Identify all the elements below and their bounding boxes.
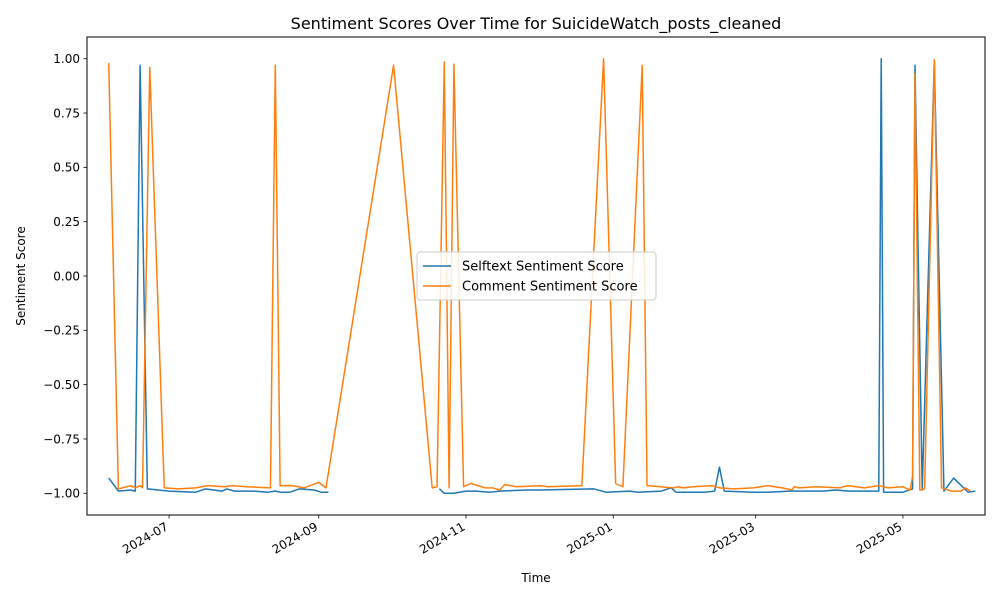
series-0 xyxy=(108,64,329,493)
y-tick-label: 0.00 xyxy=(53,269,80,283)
legend-label-selftext: Selftext Sentiment Score xyxy=(462,260,624,275)
y-tick-label: 0.50 xyxy=(53,161,80,175)
y-tick-label: −0.25 xyxy=(43,324,80,338)
chart-title: Sentiment Scores Over Time for SuicideWa… xyxy=(291,14,782,34)
x-axis-label: Time xyxy=(520,571,550,585)
y-tick-label: 0.25 xyxy=(53,215,80,229)
series-2 xyxy=(107,57,971,492)
y-tick-label: −1.00 xyxy=(43,487,80,501)
series-layer xyxy=(107,57,976,495)
y-tick-label: −0.75 xyxy=(43,432,80,446)
legend-label-comment: Comment Sentiment Score xyxy=(462,280,638,295)
y-tick-label: −0.50 xyxy=(43,378,80,392)
legend-box xyxy=(416,251,657,301)
y-tick-label: 1.00 xyxy=(53,52,80,66)
y-axis: 1.00 0.75 0.50 0.25 0.00 −0.25 −0.50 −0.75 −1.00 xyxy=(43,52,87,501)
y-tick-label: 0.75 xyxy=(53,106,80,120)
y-axis-label: Sentiment Score xyxy=(14,226,28,325)
legend: Selftext Sentiment Score Comment Sentime… xyxy=(416,251,657,301)
